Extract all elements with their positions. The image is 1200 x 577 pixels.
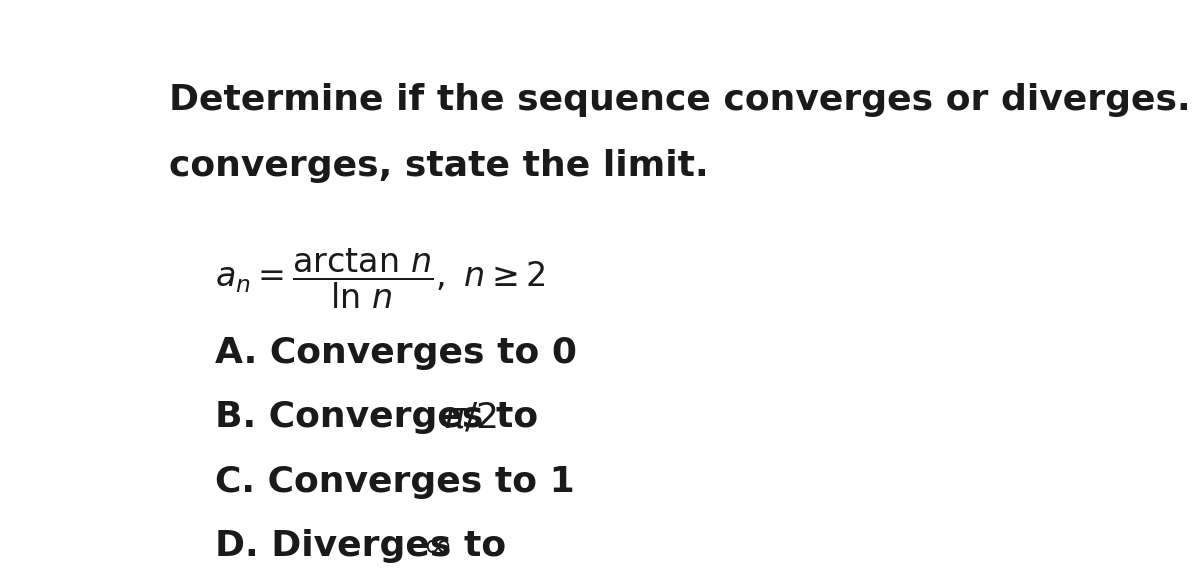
Text: Determine if the sequence converges or diverges. If it: Determine if the sequence converges or d… (168, 83, 1200, 117)
Text: D. Diverges to: D. Diverges to (215, 529, 518, 563)
Text: C. Converges to 1: C. Converges to 1 (215, 464, 575, 499)
Text: $\pi/2$: $\pi/2$ (443, 400, 497, 434)
Text: $a_n = \dfrac{\mathregular{arctan}\ n}{\mathregular{ln}\ n},\ n \geq 2$: $a_n = \dfrac{\mathregular{arctan}\ n}{\… (215, 247, 546, 312)
Text: A. Converges to 0: A. Converges to 0 (215, 336, 577, 370)
Text: $\infty$: $\infty$ (422, 529, 451, 563)
Text: B. Converges to: B. Converges to (215, 400, 551, 434)
Text: converges, state the limit.: converges, state the limit. (168, 149, 708, 183)
